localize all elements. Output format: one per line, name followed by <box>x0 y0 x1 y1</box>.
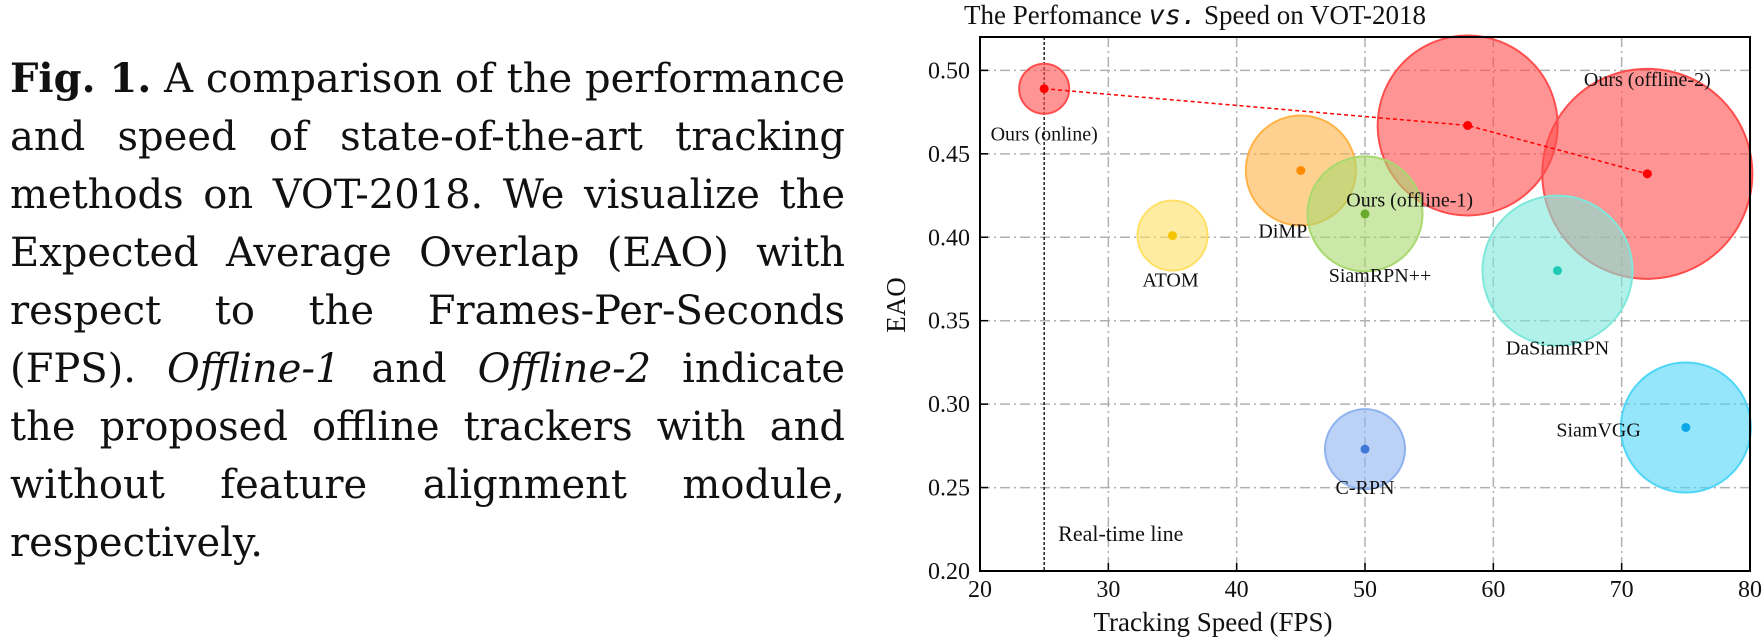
x-tick-label: 60 <box>1481 577 1505 603</box>
y-tick-label: 0.25 <box>928 476 970 502</box>
bubbles: Ours (online) Ours (offline-1) Ours (offli… <box>991 34 1754 499</box>
x-tick-label: 80 <box>1738 577 1762 603</box>
ours-connector <box>1044 87 1648 175</box>
x-tick-label: 70 <box>1610 577 1634 603</box>
point-dot <box>1360 444 1370 454</box>
caption-offline1: Offline-1 <box>167 346 341 392</box>
point-dot <box>1553 266 1562 276</box>
caption-text-1: A comparison of the performance and spee… <box>10 56 846 392</box>
x-tick-label: 30 <box>1096 577 1120 603</box>
point-label: DiMP <box>1258 221 1307 243</box>
caption-offline2: Offline-2 <box>477 346 652 392</box>
y-tick-label: 0.30 <box>928 392 970 418</box>
point-dot <box>1360 209 1370 219</box>
chart-title-part-1: The Perfomance <box>964 0 1148 30</box>
caption-text-2: indicate the proposed offline trackers w… <box>10 346 846 566</box>
figure-caption: Fig. 1. A comparison of the performance … <box>10 50 845 572</box>
point-dot <box>1296 166 1306 175</box>
point-label: SiamVGG <box>1556 419 1640 441</box>
point-dot <box>1642 169 1652 179</box>
x-tick-label: 20 <box>968 577 992 603</box>
y-tick-label: 0.35 <box>928 309 970 335</box>
point-label: Ours (offline-1) <box>1346 189 1473 211</box>
x-tick-label: 40 <box>1225 577 1249 603</box>
chart-title-vs: vs. <box>1148 0 1197 31</box>
chart-title: The Perfomance vs. Speed on VOT-2018 <box>964 0 1426 31</box>
y-axis-label: EAO <box>881 277 911 333</box>
point-dot <box>1681 422 1691 432</box>
point-label: Ours (offline-2) <box>1584 69 1711 91</box>
point-label: C-RPN <box>1336 477 1395 499</box>
x-axis-label: Tracking Speed (FPS) <box>1093 607 1332 637</box>
caption-and: and <box>371 346 447 392</box>
chart-title-part-3: Speed on VOT-2018 <box>1197 0 1426 30</box>
realtime-line-label: Real-time line <box>1058 521 1183 546</box>
axes: 20 30 40 50 60 70 80 0.20 0.25 0.30 0.35 0.40 0.45 0.… <box>928 36 1762 603</box>
point-dot <box>1039 84 1049 94</box>
y-tick-label: 0.45 <box>928 142 970 168</box>
point-dot <box>1168 231 1177 241</box>
y-tick-label: 0.40 <box>928 225 970 251</box>
point-label: Ours (online) <box>991 124 1098 146</box>
y-tick-label: 0.50 <box>928 58 970 84</box>
point-dot <box>1463 120 1473 130</box>
figure-label: Fig. 1. <box>10 55 152 102</box>
point-label: ATOM <box>1142 270 1199 292</box>
point-label: DaSiamRPN <box>1506 338 1609 360</box>
x-tick-label: 50 <box>1353 577 1377 603</box>
y-tick-label: 0.20 <box>928 559 970 585</box>
point-label: SiamRPN++ <box>1329 265 1432 287</box>
